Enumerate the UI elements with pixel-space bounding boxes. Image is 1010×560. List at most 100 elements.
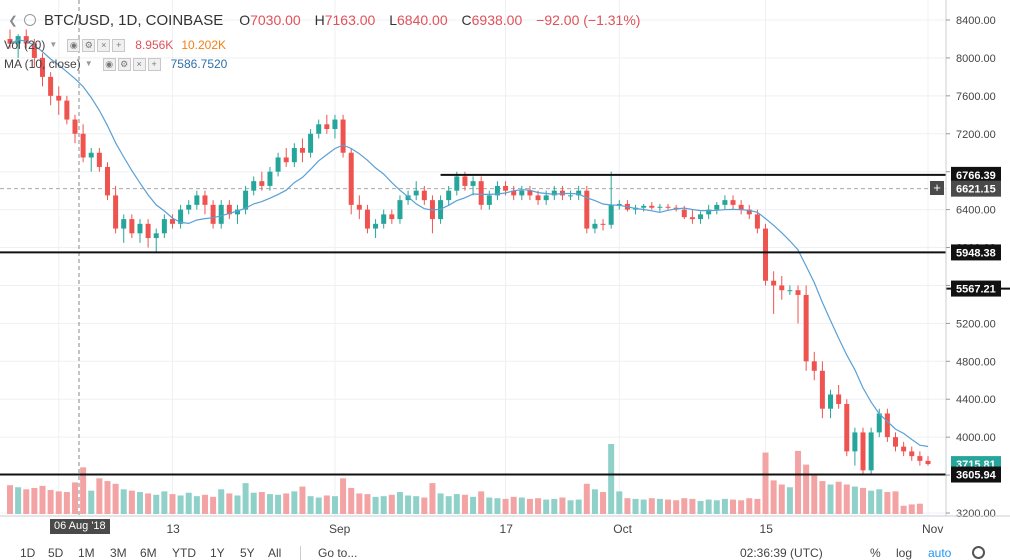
candle-body bbox=[803, 294, 809, 362]
candle-body bbox=[72, 119, 78, 134]
gear-icon[interactable] bbox=[972, 546, 985, 559]
price-tick-label: 4000.00 bbox=[956, 432, 996, 444]
candle-body bbox=[340, 119, 346, 153]
chevron-down-icon[interactable]: ▼ bbox=[49, 40, 58, 49]
price-label: 6766.39 bbox=[956, 170, 996, 182]
volume-indicator-legend[interactable]: Vol (20) ▼ ◉ ⚙ × + 8.956K 10.202K bbox=[4, 37, 226, 52]
collapse-legend-icon[interactable]: ❮ bbox=[8, 14, 18, 27]
candle-body bbox=[283, 157, 289, 163]
candle-body bbox=[178, 209, 184, 224]
crosshair-date-label: 06 Aug '18 bbox=[50, 519, 110, 534]
indicator-name[interactable]: Vol (20) bbox=[4, 37, 46, 52]
volume-bar bbox=[884, 492, 891, 514]
add-alert-plus-icon[interactable]: + bbox=[930, 181, 944, 195]
volume-bar bbox=[843, 484, 850, 514]
candle-body bbox=[698, 214, 704, 220]
indicator-buttons[interactable]: ◉ ⚙ × + bbox=[67, 37, 127, 52]
candle-body bbox=[616, 203, 622, 205]
price-label: 3605.94 bbox=[956, 470, 997, 482]
plot-area[interactable] bbox=[0, 0, 946, 516]
timeframe-all[interactable]: All bbox=[268, 546, 282, 560]
volume-bar bbox=[648, 498, 655, 514]
volume-bar bbox=[851, 486, 858, 514]
time-tick-label: 17 bbox=[500, 522, 514, 536]
price-tick-label: 3200.00 bbox=[956, 508, 996, 520]
volume-bar bbox=[900, 505, 907, 514]
candle-body bbox=[909, 451, 915, 457]
candle-body bbox=[96, 152, 102, 167]
goto-button[interactable]: Go to... bbox=[318, 546, 358, 560]
close-icon[interactable]: × bbox=[97, 39, 111, 52]
volume-bar bbox=[348, 487, 355, 514]
candle-body bbox=[860, 432, 866, 471]
candle-body bbox=[210, 204, 216, 224]
price-tick-label: 8000.00 bbox=[956, 53, 996, 65]
volume-bar bbox=[88, 490, 95, 514]
candle-body bbox=[551, 190, 557, 196]
price-tick-label: 6400.00 bbox=[956, 205, 996, 217]
candle-body bbox=[23, 36, 29, 44]
candle-body bbox=[868, 432, 874, 471]
volume-bar bbox=[616, 491, 623, 514]
volume-bar bbox=[811, 475, 818, 514]
ma-indicator-legend[interactable]: MA (10, close) ▼ ◉ ⚙ × + 7586.7520 bbox=[4, 56, 227, 71]
volume-bar bbox=[453, 494, 460, 514]
volume-bar bbox=[461, 494, 468, 514]
candle-body bbox=[316, 124, 322, 134]
timeframe-1m[interactable]: 1M bbox=[78, 546, 95, 560]
indicator-value: 10.202K bbox=[181, 37, 227, 52]
timeframe-1y[interactable]: 1Y bbox=[210, 546, 225, 560]
candle-body bbox=[324, 124, 330, 130]
chevron-down-icon[interactable]: ▼ bbox=[84, 59, 93, 68]
volume-bar bbox=[380, 496, 387, 514]
candle-body bbox=[218, 204, 224, 224]
volume-bar bbox=[632, 498, 639, 514]
visibility-icon[interactable] bbox=[24, 14, 36, 26]
volume-bar bbox=[275, 494, 282, 514]
candle-body bbox=[308, 133, 314, 153]
log-scale-toggle[interactable]: log bbox=[896, 546, 913, 560]
candle-body bbox=[771, 280, 777, 286]
high-value: 7163.00 bbox=[324, 12, 376, 28]
eye-icon[interactable]: ◉ bbox=[67, 39, 81, 52]
candle-body bbox=[527, 190, 533, 196]
more-icon[interactable]: + bbox=[147, 58, 161, 71]
timeframe-1d[interactable]: 1D bbox=[20, 546, 36, 560]
volume-bar bbox=[583, 483, 590, 514]
candle-body bbox=[389, 214, 395, 220]
timeframe-3m[interactable]: 3M bbox=[110, 546, 127, 560]
candle-body bbox=[478, 181, 484, 205]
symbol-title[interactable]: BTC/USD, 1D, COINBASE bbox=[44, 11, 224, 29]
percent-scale-toggle[interactable]: % bbox=[870, 546, 881, 560]
close-icon[interactable]: × bbox=[132, 58, 146, 71]
timeframe-5d[interactable]: 5D bbox=[48, 546, 64, 560]
timeframe-6m[interactable]: 6M bbox=[140, 546, 157, 560]
settings-icon[interactable]: ⚙ bbox=[82, 39, 96, 52]
time-tick-label: Sep bbox=[329, 522, 351, 536]
indicator-name[interactable]: MA (10, close) bbox=[4, 56, 81, 71]
timeframe-ytd[interactable]: YTD bbox=[172, 546, 196, 560]
candle-body bbox=[779, 285, 785, 291]
volume-bar bbox=[145, 493, 152, 514]
auto-scale-toggle[interactable]: auto bbox=[928, 546, 952, 560]
more-icon[interactable]: + bbox=[112, 39, 126, 52]
volume-bar bbox=[323, 495, 330, 514]
timeframe-5y[interactable]: 5Y bbox=[240, 546, 255, 560]
indicator-buttons[interactable]: ◉ ⚙ × + bbox=[102, 56, 163, 71]
candle-body bbox=[876, 413, 882, 433]
settings-icon[interactable]: ⚙ bbox=[117, 58, 131, 71]
volume-bar bbox=[494, 498, 501, 514]
volume-bar bbox=[7, 485, 13, 514]
candle-body bbox=[746, 209, 752, 215]
volume-bar bbox=[762, 452, 769, 514]
candle-body bbox=[608, 204, 614, 225]
eye-icon[interactable]: ◉ bbox=[102, 58, 116, 71]
volume-bar bbox=[591, 489, 598, 514]
candle-body bbox=[511, 190, 517, 196]
volume-bar bbox=[388, 494, 395, 514]
volume-bar bbox=[567, 500, 574, 514]
candle-body bbox=[169, 219, 175, 224]
volume-bar bbox=[120, 489, 127, 514]
candle-body bbox=[795, 290, 801, 295]
